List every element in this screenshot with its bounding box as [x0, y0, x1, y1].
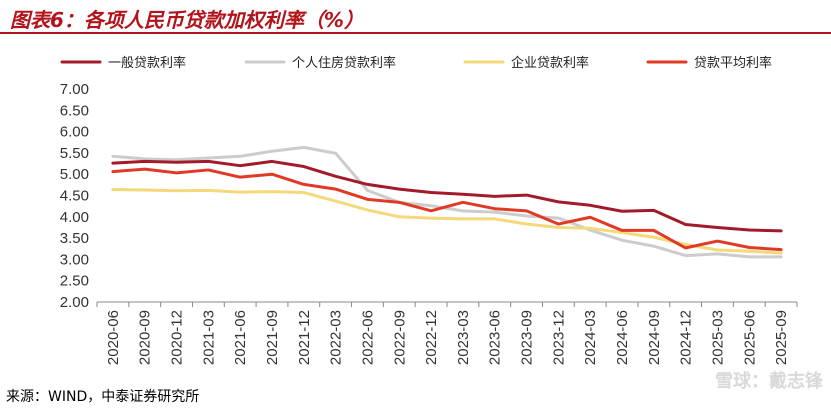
watermark: 雪球：戴志锋	[715, 371, 823, 392]
y-tick-label: 5.50	[60, 145, 89, 162]
x-tick-label: 2020-12	[169, 310, 186, 365]
x-tick-label: 2023-03	[455, 310, 472, 365]
y-tick-label: 3.50	[60, 230, 89, 247]
series-line-1	[111, 145, 783, 259]
y-tick-label: 6.00	[60, 124, 89, 141]
legend: 一般贷款利率 个人住房贷款利率 企业贷款利率 贷款平均利率	[60, 55, 772, 71]
series-line-3	[111, 167, 783, 252]
y-tick-label: 4.00	[60, 209, 89, 226]
x-tick-label: 2021-06	[232, 310, 249, 365]
legend-label: 企业贷款利率	[511, 55, 589, 71]
y-tick-label: 6.50	[60, 102, 89, 119]
x-tick-label: 2023-06	[487, 310, 504, 365]
y-tick-label: 3.00	[60, 251, 89, 268]
x-tick-label: 2024-09	[646, 310, 663, 365]
x-tick-label: 2024-03	[582, 310, 599, 365]
y-tick-label: 7.00	[60, 81, 89, 98]
x-tick-label: 2020-09	[137, 310, 154, 365]
x-tick-label: 2021-03	[200, 310, 217, 365]
figure-title: 图表6：各项人民币贷款加权利率（%）	[10, 8, 364, 32]
y-tick-label: 2.50	[60, 273, 89, 290]
legend-label: 贷款平均利率	[694, 55, 772, 71]
x-tick-label: 2024-06	[614, 310, 631, 365]
x-axis: 2020-06 2020-09 2020-12 2021-03 2021-06 2021-…	[96, 301, 798, 365]
x-tick-label: 2025-03	[709, 310, 726, 365]
x-tick-label: 2022-12	[423, 310, 440, 365]
x-tick-label: 2023-12	[550, 310, 567, 365]
source-note: 来源：WIND，中泰证券研究所	[6, 389, 200, 405]
title-bar: 图表6：各项人民币贷款加权利率（%）	[0, 0, 831, 34]
series-layer	[111, 145, 783, 259]
x-tick-label: 2024-12	[678, 310, 695, 365]
x-tick-label: 2022-09	[391, 310, 408, 365]
x-tick-label: 2021-09	[264, 310, 281, 365]
y-tick-label: 2.00	[60, 294, 89, 311]
x-tick-label: 2025-06	[741, 310, 758, 365]
legend-label: 一般贷款利率	[108, 55, 186, 71]
legend-label: 个人住房贷款利率	[292, 55, 396, 71]
series-line-0	[111, 159, 783, 233]
y-tick-label: 5.00	[60, 166, 89, 183]
y-tick-label: 4.50	[60, 188, 89, 205]
x-tick-label: 2023-09	[519, 310, 536, 365]
x-tick-label: 2021-12	[296, 310, 313, 365]
x-tick-label: 2022-03	[328, 310, 345, 365]
x-tick-label: 2020-06	[105, 310, 122, 365]
x-tick-label: 2025-09	[773, 310, 790, 365]
x-tick-label: 2022-06	[359, 310, 376, 365]
y-axis: 2.00 2.50 3.00 3.50 4.00 4.50 5.00 5.50 6.00 6.50…	[60, 81, 89, 311]
